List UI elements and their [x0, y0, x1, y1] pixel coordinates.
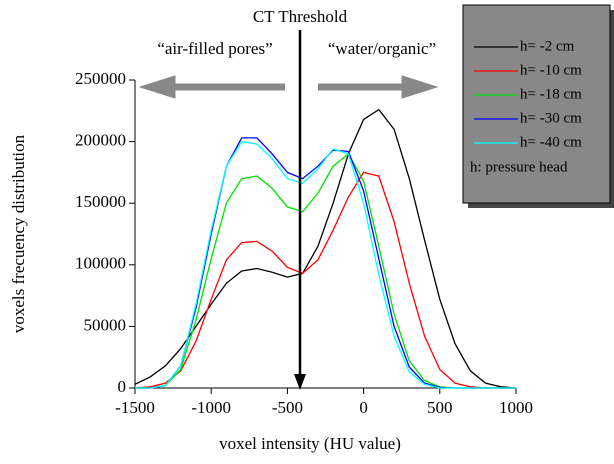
- annotation: CT Threshold: [253, 7, 348, 26]
- annotation: “air-filled pores”: [157, 39, 272, 58]
- arrow-left: [138, 75, 285, 99]
- y-axis-label: voxels frecuency distribution: [9, 134, 28, 333]
- legend-label: h= -2 cm: [520, 38, 575, 54]
- annotation: “water/organic”: [328, 39, 436, 58]
- legend-box: [462, 4, 611, 204]
- y-tick-label: 150000: [75, 192, 126, 211]
- x-tick-label: -1500: [115, 398, 155, 417]
- y-tick-label: 50000: [84, 315, 127, 334]
- legend-label: h= -40 cm: [520, 134, 582, 150]
- x-tick-label: 1000: [499, 398, 533, 417]
- y-tick-label: 100000: [75, 254, 126, 273]
- legend-note: h: pressure head: [470, 159, 568, 175]
- x-axis-label: voxel intensity (HU value): [219, 434, 401, 453]
- y-tick-label: 250000: [75, 69, 126, 88]
- x-tick-label: -500: [272, 398, 303, 417]
- x-tick-label: 500: [427, 398, 453, 417]
- series-line: [135, 140, 516, 389]
- x-tick-label: -1000: [191, 398, 231, 417]
- threshold-arrowhead: [294, 374, 306, 390]
- series-line: [134, 171, 516, 389]
- plot-area: 0 50000 100000 150000 200000 250000 -1500 -1000…: [75, 69, 533, 417]
- legend-label: h= -18 cm: [520, 86, 582, 102]
- legend: h= -2 cm h= -10 cm h= -18 cm h= -30 cm h= -4…: [462, 4, 614, 208]
- y-tick-label: 0: [118, 377, 127, 396]
- legend-label: h= -10 cm: [520, 62, 582, 78]
- series-line: [134, 108, 517, 389]
- y-tick-label: 200000: [75, 131, 126, 150]
- x-tick-label: 0: [359, 398, 368, 417]
- arrow-right: [318, 75, 439, 99]
- legend-label: h= -30 cm: [520, 110, 582, 126]
- series-line: [135, 152, 516, 389]
